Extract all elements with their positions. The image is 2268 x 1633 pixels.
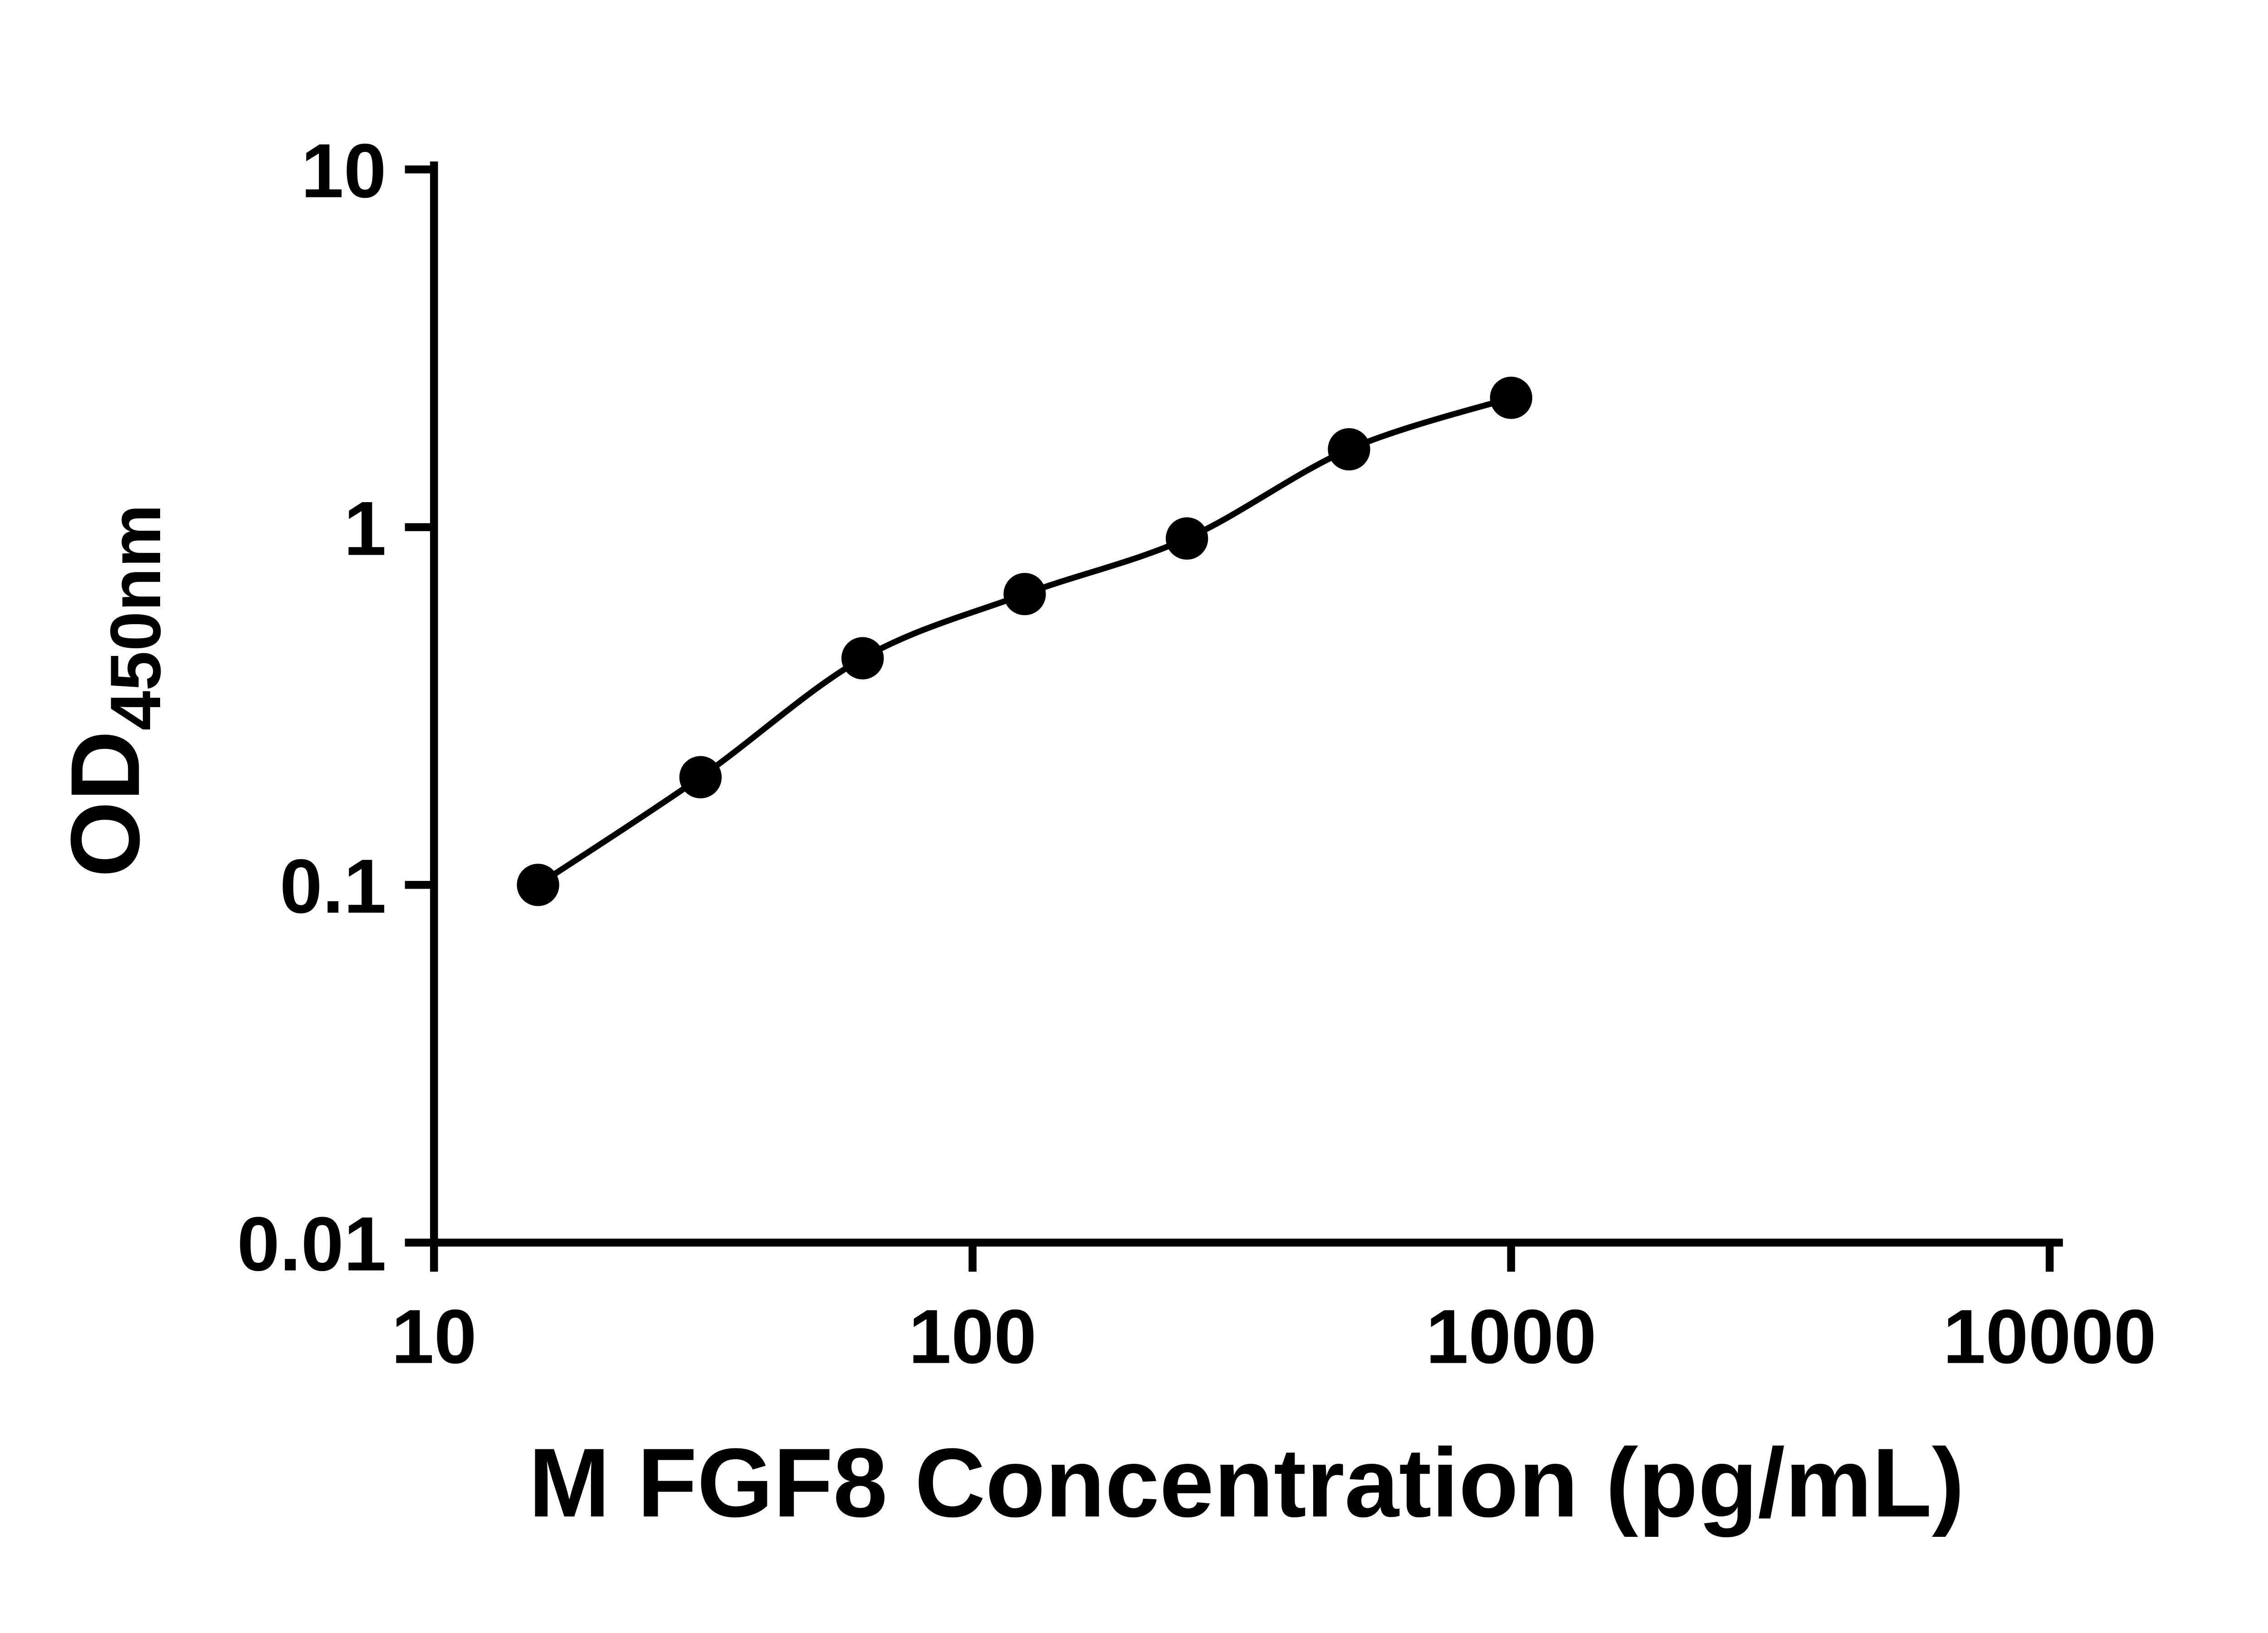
data-point <box>517 864 559 906</box>
y-tick-label: 1 <box>344 485 386 571</box>
trend-line <box>536 395 1512 888</box>
data-point <box>1003 572 1046 616</box>
y-axis-title-main: OD <box>50 731 160 878</box>
y-tick-label: 0.1 <box>280 843 386 929</box>
axes <box>430 161 2063 1247</box>
data-series <box>517 376 1533 906</box>
x-tick-label: 100 <box>909 1294 1036 1379</box>
x-tick-label: 1000 <box>1426 1294 1596 1379</box>
axis-tick-labels: 10 100 1000 10000 0.01 0.1 1 10 <box>237 128 2156 1379</box>
y-tick-label: 10 <box>301 128 386 214</box>
data-point <box>679 756 722 799</box>
data-point <box>841 637 884 680</box>
x-axis-title: M FGF8 Concentration (pg/mL) <box>528 1428 1965 1537</box>
y-axis-title-subscript: 450nm <box>96 504 176 730</box>
x-tick-label: 10 <box>391 1294 477 1379</box>
axis-ticks <box>405 165 2054 1272</box>
y-tick-label: 0.01 <box>237 1201 386 1287</box>
data-point <box>1490 376 1533 419</box>
x-tick-label: 10000 <box>1943 1294 2156 1379</box>
data-point <box>1166 517 1208 560</box>
axis-lines <box>430 161 2063 1247</box>
data-point <box>1328 428 1370 471</box>
y-axis-title: OD450nm <box>50 504 176 877</box>
